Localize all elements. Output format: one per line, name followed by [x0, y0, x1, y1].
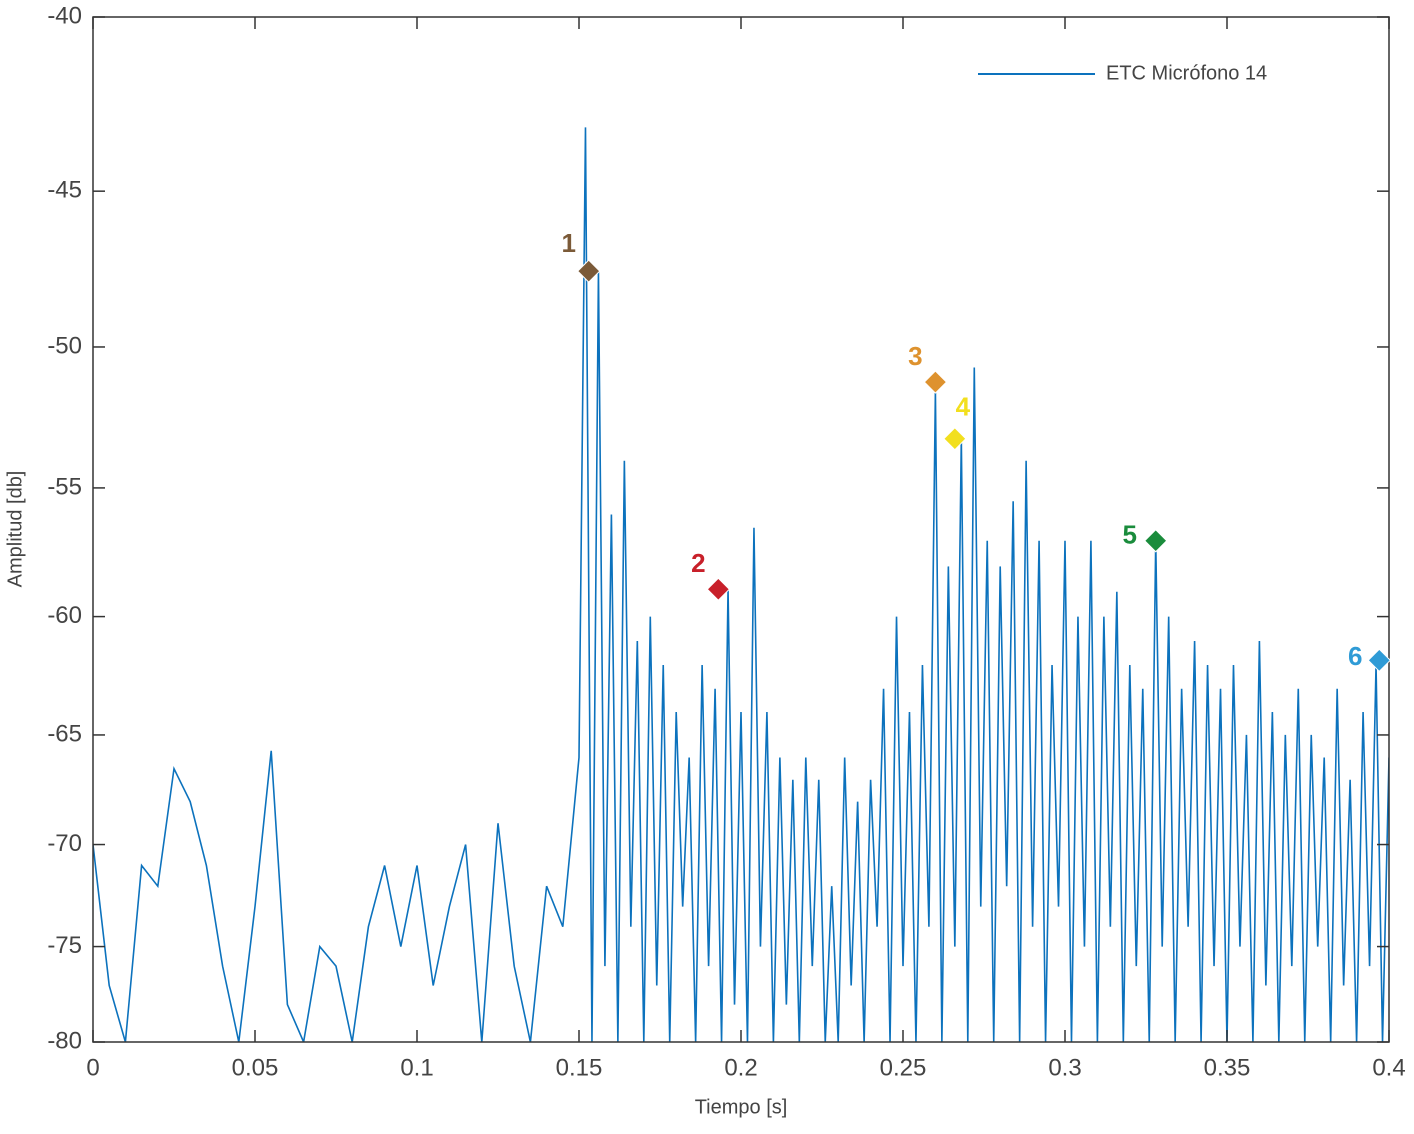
y-tick-label: -65: [47, 720, 82, 747]
axes-box: [92, 16, 1390, 1043]
y-tick-label: -70: [47, 830, 82, 857]
peak-marker: [1144, 529, 1168, 553]
x-tick-label: 0.35: [1204, 1054, 1251, 1081]
y-tick-label: -45: [47, 177, 82, 204]
y-axis-label: Amplitud [db]: [4, 471, 26, 588]
peak-marker: [706, 577, 731, 601]
y-tick-label: -50: [47, 332, 82, 359]
x-tick-label: 0.25: [880, 1054, 927, 1081]
x-tick-label: 0: [86, 1054, 99, 1081]
series-line: [93, 127, 1389, 1042]
peak-label: 3: [908, 341, 922, 371]
peak-label: 1: [561, 228, 575, 258]
peak-label: 6: [1348, 641, 1362, 671]
x-tick-label: 0.3: [1048, 1054, 1081, 1081]
peak-label: 5: [1122, 520, 1136, 550]
y-tick-label: -60: [47, 602, 82, 629]
y-tick-label: -55: [47, 473, 82, 500]
y-tick-label: -75: [47, 932, 82, 959]
x-tick-label: 0.4: [1372, 1054, 1405, 1081]
x-tick-label: 0.05: [232, 1054, 279, 1081]
peak-marker: [943, 427, 967, 451]
y-tick-label: -40: [47, 2, 82, 29]
peak-marker: [1367, 648, 1391, 673]
x-tick-label: 0.15: [556, 1054, 603, 1081]
peak-marker: [577, 259, 601, 283]
peak-label: 2: [691, 548, 705, 578]
x-axis-label: Tiempo [s]: [695, 1096, 788, 1118]
y-tick-label: -80: [47, 1027, 82, 1054]
legend-label: ETC Micrófono 14: [1106, 62, 1267, 84]
peak-marker: [923, 370, 948, 394]
plot-area: [93, 127, 1389, 1042]
peak-label: 4: [956, 392, 971, 422]
x-tick-label: 0.2: [724, 1054, 757, 1081]
x-tick-label: 0.1: [400, 1054, 433, 1081]
